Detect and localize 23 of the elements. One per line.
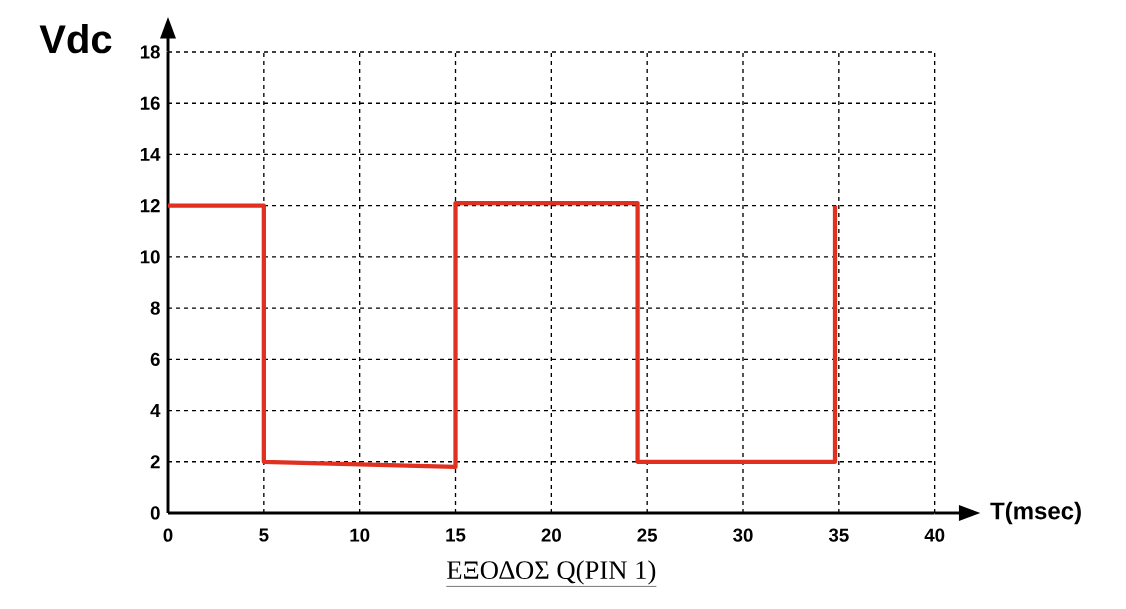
x-tick-label: 40 — [924, 528, 945, 542]
x-tick-label: 20 — [541, 528, 561, 542]
y-tick-label: 12 — [140, 199, 160, 213]
y-tick-label: 10 — [140, 250, 160, 264]
y-tick-label: 14 — [140, 148, 161, 161]
x-tick-label: 5 — [259, 528, 269, 542]
y-tick-label: 8 — [150, 301, 160, 315]
text: ΕΞΟΔΟΣ Q(PIN 1) — [447, 560, 656, 585]
x-tick-label: 35 — [828, 528, 849, 542]
x-tick-label: 15 — [446, 528, 466, 542]
x-tick-label: 0 — [163, 528, 173, 542]
y-tick-label: 4 — [150, 404, 161, 417]
y-tick-label: 16 — [140, 96, 160, 110]
x-tick-label: 25 — [637, 528, 658, 542]
y-tick-label: 18 — [140, 45, 160, 59]
y-axis-title: Vdc — [39, 23, 112, 54]
y-tick-label: 2 — [150, 455, 160, 469]
y-tick-label: 0 — [150, 506, 160, 520]
line-series — [165, 200, 838, 470]
x-axis-title: T(msec) — [990, 501, 1081, 525]
x-tick-label: 30 — [733, 528, 753, 542]
y-tick-label: 6 — [150, 352, 160, 366]
x-tick-label: 10 — [350, 528, 370, 542]
